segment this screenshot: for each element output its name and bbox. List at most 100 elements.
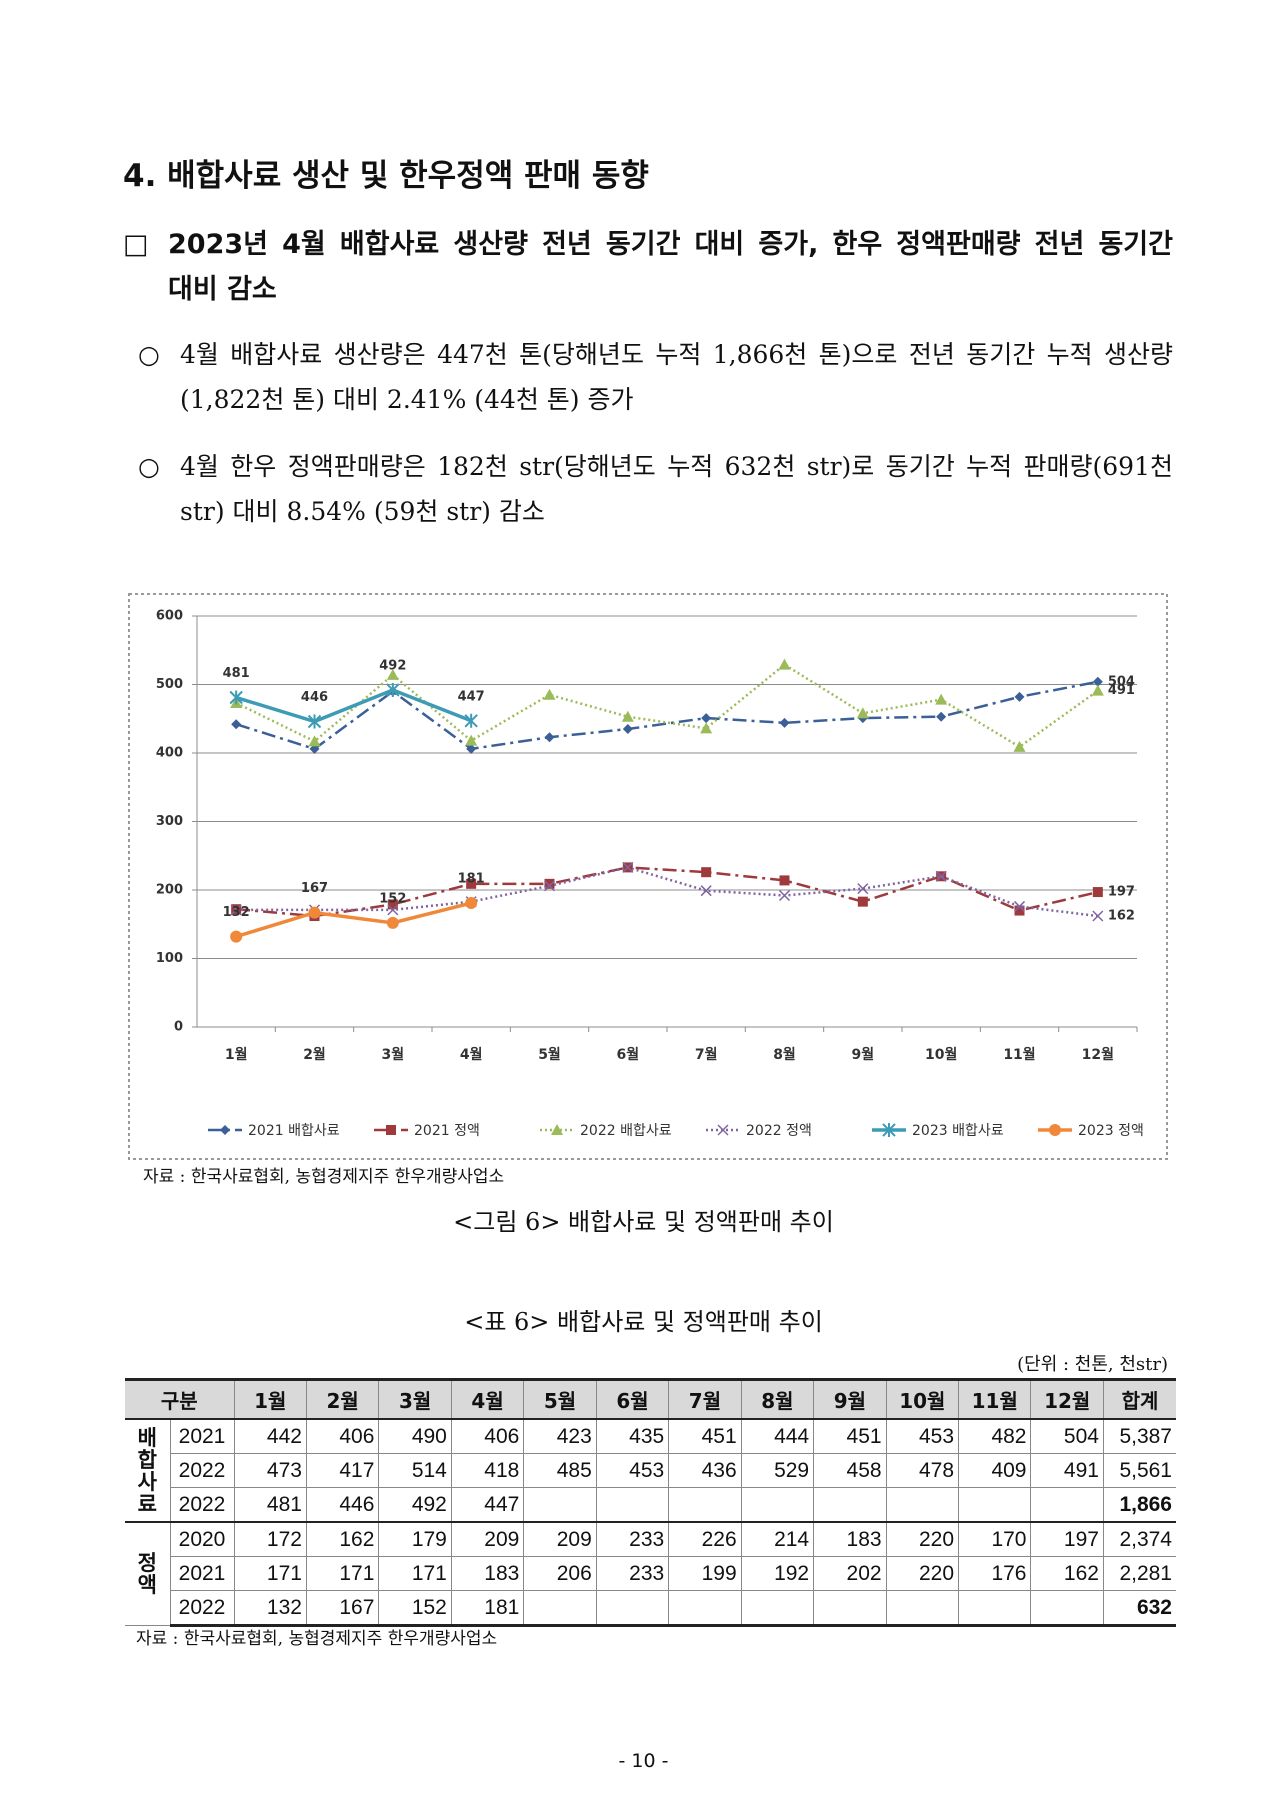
summary: 2023년 4월 배합사료 생산량 전년 동기간 대비 증가, 한우 정액판매량…: [168, 229, 1173, 305]
marker: [308, 906, 321, 919]
legend-label: 2023 배합사료: [912, 1123, 1004, 1139]
marker: [386, 682, 400, 697]
x-tick-label: 3월: [382, 1046, 405, 1063]
value-cell: 162: [305, 1521, 380, 1557]
series-line: [235, 663, 1099, 749]
header-row: 구분 1월 2월 3월 4월 5월 6월 7월 8월 9월 10월 11월 12월 합계: [125, 1378, 1176, 1420]
x-tick-label: 10월: [925, 1046, 957, 1063]
empty-cell: [885, 1487, 960, 1523]
series-line: [236, 866, 1099, 918]
empty-cell: [885, 1590, 960, 1627]
year-cell: 2022: [170, 1590, 235, 1627]
marker: [229, 690, 243, 705]
marker: [309, 743, 320, 754]
marker: [1092, 910, 1104, 922]
empty-cell: [595, 1487, 670, 1523]
legend-label: 2023 정액: [1078, 1123, 1144, 1139]
data-label: 162: [1108, 909, 1135, 924]
x-tick-label: 7월: [695, 1046, 718, 1063]
marker: [779, 717, 790, 728]
total-cell: 2,374: [1102, 1521, 1176, 1557]
marker: [1091, 684, 1104, 696]
value-cell: 171: [233, 1556, 307, 1591]
value-cell: 453: [595, 1453, 670, 1488]
empty-cell: [1030, 1487, 1104, 1523]
y-tick-label: 200: [156, 883, 183, 898]
data-label: 152: [379, 891, 406, 906]
value-cell: 183: [450, 1556, 525, 1591]
empty-cell: [740, 1590, 815, 1627]
empty-cell: [1030, 1590, 1104, 1627]
marker: [622, 724, 633, 735]
circle-marker: ○: [138, 340, 160, 369]
marker: [717, 1124, 729, 1136]
y-tick-label: 0: [174, 1020, 183, 1035]
marker: [701, 713, 712, 724]
total-cell: 632: [1102, 1590, 1176, 1627]
value-cell: 529: [740, 1453, 815, 1488]
value-cell: 197: [1030, 1521, 1104, 1557]
group-cell: 배합사료: [125, 1418, 171, 1523]
marker: [1092, 887, 1103, 898]
series-line: [235, 901, 472, 939]
marker: [622, 861, 634, 873]
marker: [387, 904, 399, 916]
y-tick-label: 300: [156, 814, 183, 829]
series-line: [235, 688, 472, 724]
circle-marker: ○: [138, 452, 160, 481]
chart-source: 자료 : 한국사료협회, 농협경제지주 한우개량사업소: [143, 1167, 505, 1187]
value-cell: 179: [378, 1521, 452, 1557]
marker: [1014, 691, 1025, 702]
value-cell: 171: [378, 1556, 452, 1591]
page-number: - 10 -: [618, 1750, 669, 1772]
marker: [544, 732, 555, 743]
marker: [466, 878, 477, 889]
value-cell: 492: [378, 1487, 452, 1523]
year-cell: 2020: [169, 1521, 235, 1557]
value-cell: 451: [813, 1418, 887, 1454]
header-cell: 10월: [885, 1378, 960, 1420]
marker: [465, 897, 478, 910]
value-cell: 458: [813, 1453, 887, 1488]
value-cell: 485: [523, 1453, 597, 1488]
value-cell: 473: [233, 1453, 307, 1488]
chart: 0 100 200 300 400 500 600 1월 2월 3월 4월 5월 6월 7월 8월 9월 10월…: [128, 593, 1168, 1160]
marker: [544, 878, 555, 889]
value-cell: 167: [305, 1590, 380, 1627]
total-cell: 1,866: [1102, 1487, 1176, 1523]
value-cell: 514: [378, 1453, 452, 1488]
marker: [387, 899, 398, 910]
marker: [386, 916, 399, 929]
total-cell: 2,281: [1102, 1556, 1176, 1591]
legend-item: 2021 배합사료: [208, 1123, 340, 1139]
marker: [1013, 740, 1026, 752]
value-cell: 214: [740, 1521, 815, 1557]
value-cell: 418: [450, 1453, 525, 1488]
section-heading: 4. 배합사료 생산 및 한우정액 판매 동향: [123, 158, 649, 194]
marker: [543, 688, 556, 700]
marker: [386, 1125, 396, 1135]
value-cell: 491: [1030, 1453, 1104, 1488]
marker: [308, 735, 321, 747]
x-tick-label: 1월: [225, 1046, 248, 1063]
year-cell: 2022: [170, 1487, 235, 1523]
total-cell: 5,387: [1102, 1418, 1176, 1454]
header-cell: 3월: [378, 1378, 452, 1420]
header-cell: 구분: [125, 1378, 235, 1420]
value-cell: 482: [958, 1418, 1032, 1454]
x-tick-label: 4월: [460, 1046, 483, 1063]
value-cell: 478: [885, 1453, 960, 1488]
marker: [1014, 905, 1025, 916]
bullet-text: 4월 한우 정액판매량은 182천 str(당해년도 누적 632천 str)로…: [180, 452, 1173, 526]
marker: [1049, 1124, 1061, 1136]
value-cell: 490: [378, 1418, 452, 1454]
value-cell: 233: [595, 1521, 670, 1557]
total-cell: 5,561: [1102, 1453, 1176, 1488]
value-cell: 451: [668, 1418, 742, 1454]
legend-label: 2021 배합사료: [248, 1123, 340, 1139]
group-cell: 정액: [125, 1521, 171, 1626]
value-cell: 209: [523, 1521, 597, 1557]
marker: [700, 722, 713, 734]
value-cell: 233: [595, 1556, 670, 1591]
empty-cell: [813, 1590, 887, 1627]
